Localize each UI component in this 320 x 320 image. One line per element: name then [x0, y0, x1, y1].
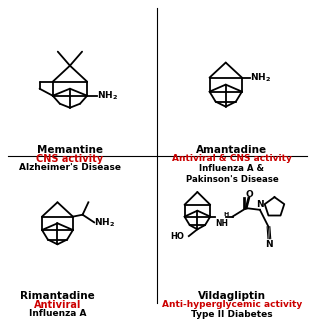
- Text: Amantadine: Amantadine: [196, 145, 268, 155]
- Text: Alzheimer's Disease: Alzheimer's Disease: [19, 163, 121, 172]
- Text: NH: NH: [215, 219, 228, 228]
- Text: Anti-hyperglycemic activity: Anti-hyperglycemic activity: [162, 300, 302, 309]
- Text: N: N: [256, 200, 264, 209]
- Text: CNS activity: CNS activity: [36, 154, 103, 164]
- Text: $\mathregular{NH_2}$: $\mathregular{NH_2}$: [250, 71, 271, 84]
- Text: N: N: [266, 240, 273, 249]
- Text: Antiviral & CNS activity: Antiviral & CNS activity: [172, 154, 292, 163]
- Text: $\mathregular{NH_2}$: $\mathregular{NH_2}$: [97, 90, 118, 102]
- Text: Vildagliptin: Vildagliptin: [198, 291, 266, 301]
- Text: Influenza A &
Pakinson's Disease: Influenza A & Pakinson's Disease: [186, 164, 278, 184]
- Text: $\mathregular{NH_2}$: $\mathregular{NH_2}$: [94, 216, 115, 228]
- Text: Influenza A: Influenza A: [29, 309, 86, 318]
- Text: Antiviral: Antiviral: [34, 300, 81, 310]
- Text: Rimantadine: Rimantadine: [20, 291, 95, 301]
- Text: O: O: [246, 190, 253, 199]
- Text: HO: HO: [170, 232, 184, 241]
- Text: H: H: [223, 212, 228, 217]
- Text: Type II Diabetes: Type II Diabetes: [191, 310, 273, 319]
- Text: Memantine: Memantine: [37, 145, 103, 155]
